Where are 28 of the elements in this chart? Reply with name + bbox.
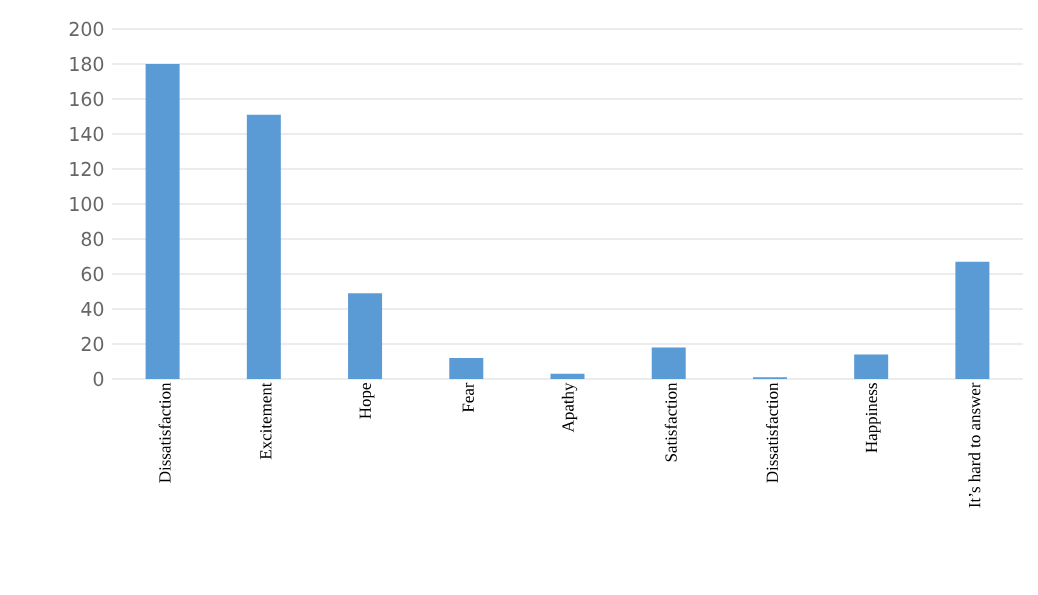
- bar: [246, 114, 281, 379]
- bar: [550, 373, 585, 379]
- x-tick-label: Dissatisfaction: [158, 382, 171, 483]
- bar: [145, 64, 180, 379]
- bar: [854, 354, 889, 379]
- x-tick-label: Happiness: [865, 383, 881, 453]
- bar: [348, 293, 383, 379]
- x-tick-label: It’s hard to answer: [968, 382, 981, 508]
- bar: [651, 347, 686, 379]
- x-tick-label: Excitement: [260, 382, 272, 460]
- bar: [449, 358, 484, 379]
- x-tick-label: Apathy: [561, 382, 578, 433]
- y-tick-label: 0: [93, 371, 104, 387]
- y-tick-label: 120: [70, 161, 104, 177]
- x-tick-label: Dissatisfaction: [765, 382, 778, 483]
- y-tick-label: 160: [70, 91, 104, 107]
- y-tick-label: 80: [81, 231, 104, 247]
- y-tick-label: 20: [81, 336, 104, 352]
- y-tick-label: 60: [81, 266, 104, 282]
- y-tick-label: 180: [70, 56, 104, 72]
- y-tick-label: 140: [70, 126, 104, 142]
- y-tick-label: 40: [81, 301, 104, 317]
- y-tick-label: 200: [69, 21, 104, 37]
- x-tick-label: Satisfaction: [664, 382, 677, 462]
- x-tick-label: Fear: [462, 382, 474, 413]
- y-tick-label: 100: [70, 196, 104, 212]
- bar: [955, 261, 990, 379]
- x-tick-label: Hope: [359, 383, 375, 419]
